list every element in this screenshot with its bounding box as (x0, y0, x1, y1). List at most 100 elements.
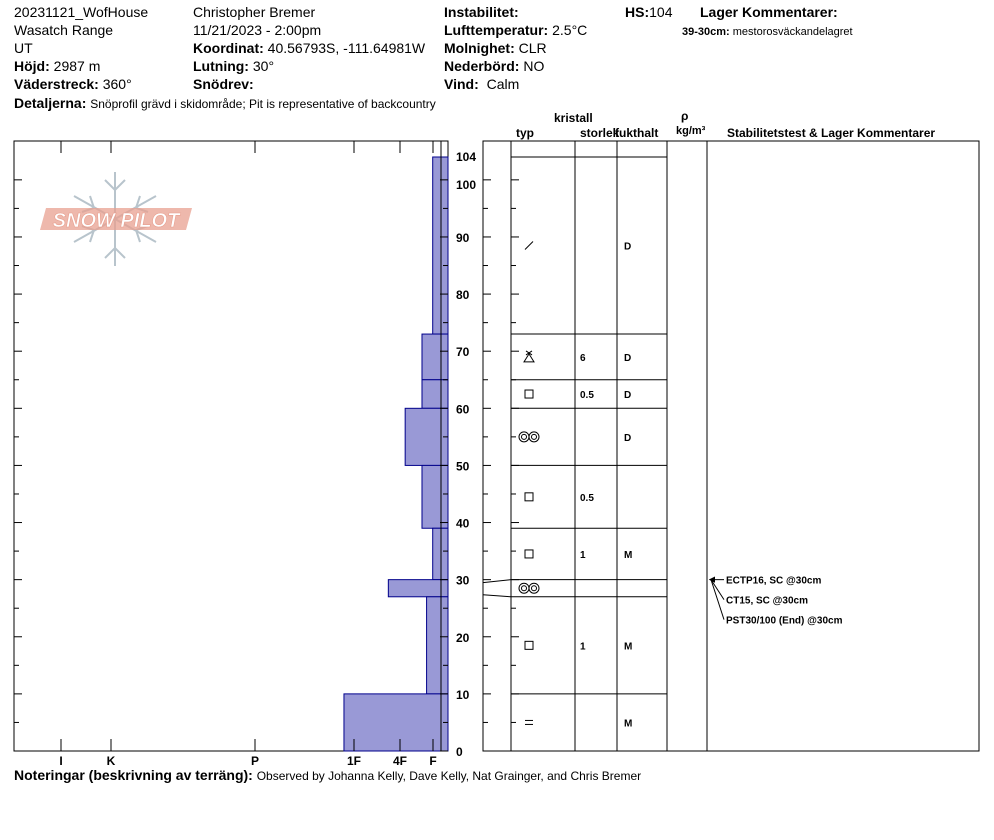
layer-comments-label: Lager Kommentarer: (700, 4, 838, 20)
hardness-bars (343, 156, 449, 752)
height-tick-label: 40 (456, 517, 470, 531)
details: Detaljerna: Snöprofil grävd i skidområde… (14, 95, 436, 112)
drift: Snödrev: (193, 76, 254, 92)
grain-size-label: 6 (580, 353, 586, 364)
height-tick-label: 90 (456, 231, 470, 245)
layer-comment-text: mestorosväckandelagret (732, 26, 853, 38)
coord-value: 40.56793S, -111.64981W (267, 40, 426, 56)
coordinates: Koordinat: 40.56793S, -111.64981W (193, 40, 425, 56)
grain-size-label: 1 (580, 641, 586, 652)
layer-connector (482, 594, 512, 598)
hardness-bar (421, 464, 449, 529)
wetness-label: D (624, 242, 631, 253)
hardness-tick-label: I (59, 754, 62, 768)
grain-size-label: 1 (580, 550, 586, 561)
drift-label: Snödrev: (193, 76, 254, 92)
hardness-frame (13, 140, 449, 752)
logo-text: SNOW PILOT (53, 210, 181, 232)
height-tick-label: 70 (456, 345, 470, 359)
wind-label: Vind: (444, 76, 479, 92)
notes: Noteringar (beskrivning av terräng): Obs… (14, 767, 641, 784)
height-axis: 0 10 20 30 40 50 60 70 80 90 100 104 (14, 150, 519, 759)
hardness-tick-label: 4F (393, 754, 407, 768)
col-density-unit: kg/m³ (676, 125, 706, 137)
wetness-label: M (624, 641, 632, 652)
layer-connector (482, 579, 512, 584)
hardness-bar (421, 333, 449, 381)
layer-comment-range: 39-30cm: (682, 26, 730, 38)
stability-test-label: PST30/100 (End) @30cm (726, 616, 843, 627)
details-value: Snöprofil grävd i skidområde; Pit is rep… (90, 97, 436, 111)
hardness-tick-label: F (429, 754, 436, 768)
layer-comment: 39-30cm: mestorosväckandelagret (682, 24, 853, 40)
height-tick-label: 50 (456, 459, 470, 473)
layer-table-frame (482, 140, 980, 752)
notes-value: Observed by Johanna Kelly, Dave Kelly, N… (256, 769, 642, 783)
wetness-label: M (624, 718, 632, 729)
hs-value: 104 (649, 4, 673, 20)
hardness-bar (404, 407, 449, 466)
sky-label: Molnighet: (444, 40, 515, 56)
stability-tests: ECTP16, SC @30cm CT15, SC @30cm PST30/100 … (709, 576, 843, 627)
col-rho: ρ (681, 109, 689, 123)
hardness-tick-label: K (107, 754, 116, 768)
height-tick-label: 10 (456, 688, 470, 702)
faceted-crystal-icon (524, 640, 534, 650)
height-tick-label: 104 (456, 150, 476, 164)
stability-pointer (710, 579, 725, 620)
aspect: Väderstreck: 360° (14, 76, 132, 92)
datetime: 11/21/2023 - 2:00pm (193, 22, 322, 38)
wetness-label: D (624, 390, 631, 401)
stability-pointer (710, 579, 725, 600)
elevation-value: 2987 m (53, 58, 101, 74)
col-stability: Stabilitetstest & Lager Kommentarer (727, 126, 936, 140)
air-temp: Lufttemperatur: 2.5°C (444, 22, 587, 38)
hardness-bar (432, 527, 449, 581)
aspect-label: Väderstreck: (14, 76, 99, 92)
state-name: UT (14, 40, 33, 56)
height-tick-label: 0 (456, 745, 463, 759)
hardness-tick-label: 1F (347, 754, 361, 768)
instability-label: Instabilitet: (444, 4, 519, 20)
airtemp-label: Lufttemperatur: (444, 22, 549, 38)
hardness-bar (426, 596, 449, 695)
notes-label: Noteringar (beskrivning av terräng): (14, 767, 253, 783)
wind-value: Calm (486, 76, 520, 92)
snow-pilot-logo: SNOW PILOT (40, 172, 192, 266)
stability-test-label: CT15, SC @30cm (726, 596, 808, 607)
range-name: Wasatch Range (14, 22, 114, 38)
rounded-polycrystal-icon (518, 582, 540, 594)
hardness-bar (343, 693, 449, 752)
precip: Nederbörd: NO (444, 58, 544, 74)
elevation: Höjd: 2987 m (14, 58, 100, 74)
wetness-label: M (624, 550, 632, 561)
hardness-tick-label: P (251, 754, 259, 768)
slope-value: 30° (252, 58, 275, 74)
precip-value: NO (523, 58, 545, 74)
hs-label: HS: (625, 4, 650, 20)
aspect-value: 360° (102, 76, 132, 92)
col-storlek: storlek (580, 126, 620, 140)
height-tick-label: 60 (456, 402, 470, 416)
height-tick-label: 100 (456, 178, 476, 192)
hardness-bar (432, 156, 449, 335)
airtemp-value: 2.5°C (552, 22, 588, 38)
sky: Molnighet: CLR (444, 40, 547, 56)
wetness-label: D (624, 433, 631, 444)
height-tick-label: 30 (456, 574, 470, 588)
elevation-label: Höjd: (14, 58, 50, 74)
hardness-axis: I K P 1F 4F F (59, 141, 442, 768)
col-fukthalt: fukthalt (615, 126, 659, 140)
table-column-lines (510, 141, 708, 751)
details-label: Detaljerna: (14, 95, 87, 111)
grain-size-label: 0.5 (580, 493, 594, 504)
ice-crust-icon (525, 719, 533, 725)
grain-size-label: 0.5 (580, 390, 594, 401)
sky-value: CLR (518, 40, 547, 56)
precip-label: Nederbörd: (444, 58, 520, 74)
slope: Lutning: 30° (193, 58, 274, 74)
slope-label: Lutning: (193, 58, 249, 74)
hardness-bar (421, 379, 449, 409)
height-tick-label: 20 (456, 631, 470, 645)
